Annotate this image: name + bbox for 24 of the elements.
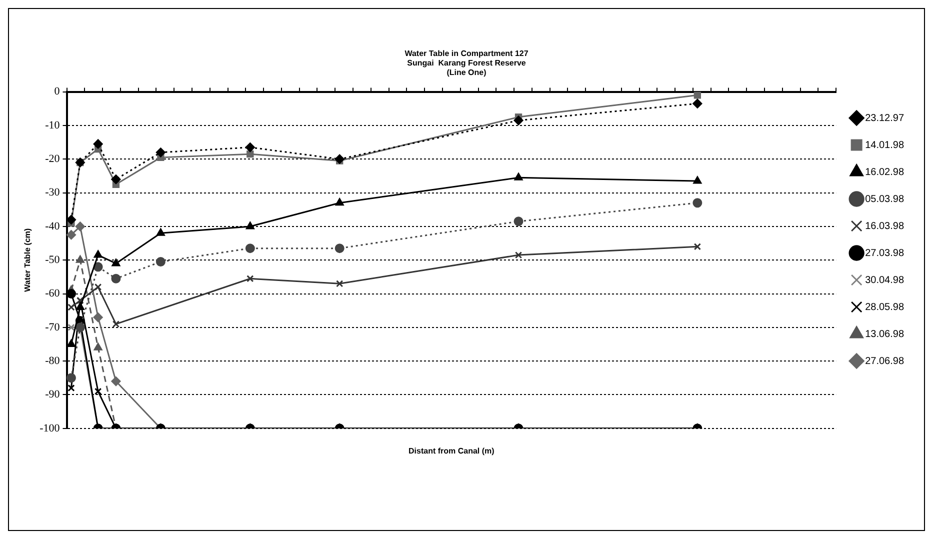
legend-label: 30.04.98 [865,274,904,286]
chart-title: Water Table in Compartment 127 Sungai Karang Forest Reserve (Line One) [404,49,529,78]
legend-label: 05.03.98 [865,194,904,205]
x-axis-title: Distant from Canal (m) [408,446,495,456]
y-tick-label: -70 [45,321,60,334]
legend-label: 28.05.98 [865,302,904,313]
y-tick-label: 0 [54,86,60,98]
y-tick-label: -80 [45,354,60,367]
legend-label: 16.03.98 [865,220,904,232]
y-tick-label: -90 [45,388,60,401]
y-tick-label: -10 [45,119,60,132]
y-tick-label: -60 [45,288,60,300]
y-tick-label: -40 [45,220,60,232]
y-tick-label: -30 [45,186,60,199]
legend-label: 14.01.98 [865,140,904,151]
y-tick-label: -100 [40,422,60,434]
y-tick-label: -20 [45,153,60,166]
legend-label: 23.12.97 [865,112,904,124]
legend-label: 16.02.98 [865,166,904,178]
legend-label: 13.06.98 [865,328,904,340]
legend-label: 27.03.98 [865,248,904,259]
y-tick-label: -50 [45,254,60,266]
legend-label: 27.06.98 [865,356,904,367]
y-axis-title: Water Table (cm) [23,228,32,292]
